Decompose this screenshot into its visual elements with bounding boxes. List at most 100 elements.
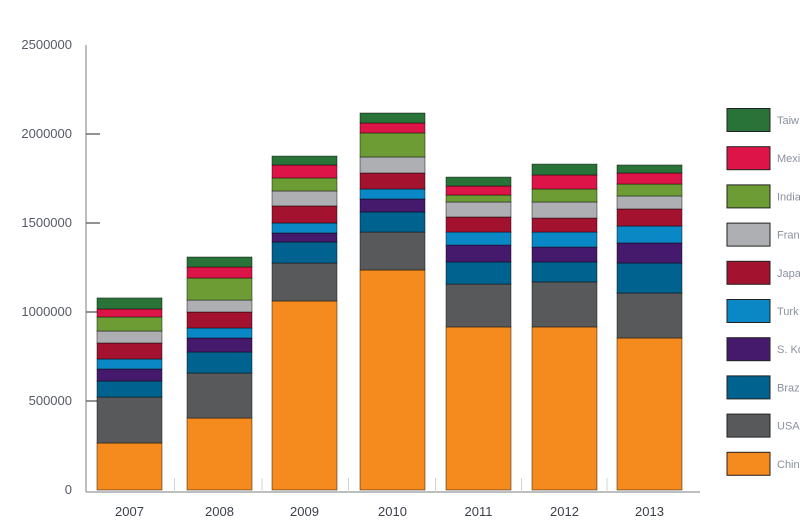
bar-segment-mexi-2013 [616, 172, 683, 185]
bar-segment-usa-2007 [96, 396, 163, 444]
bar-segment-braz-2012 [531, 261, 598, 283]
bar-segment-braz-2011 [445, 261, 512, 285]
bar-segment-s-ko-2013 [616, 242, 683, 264]
bar-stack-2007 [96, 297, 163, 491]
bar-segment-fran-2012 [531, 201, 598, 219]
bar-segment-braz-2009 [271, 241, 338, 264]
legend-label: India [777, 191, 800, 203]
y-tick-label: 1000000 [21, 304, 72, 319]
bar-segment-turk-2013 [616, 225, 683, 244]
legend-label: S. Ko [777, 344, 800, 356]
bar-segment-turk-2008 [186, 327, 253, 339]
bar-segment-turk-2010 [359, 188, 426, 200]
bar-segment-usa-2008 [186, 372, 253, 419]
bar-segment-s-ko-2012 [531, 246, 598, 263]
bar-segment-fran-2013 [616, 195, 683, 210]
bar-segment-taiw-2010 [359, 112, 426, 124]
bar-segment-s-ko-2007 [96, 368, 163, 382]
legend-label: Japa [777, 268, 800, 280]
bar-stack-2008 [186, 256, 253, 491]
bar-segment-japa-2007 [96, 342, 163, 360]
bar-segment-mexi-2008 [186, 266, 253, 279]
x-tick-label: 2008 [205, 504, 234, 519]
bar-segment-s-ko-2009 [271, 232, 338, 243]
bar-segment-india-2011 [445, 194, 512, 203]
bar-segment-japa-2009 [271, 205, 338, 224]
bar-segment-japa-2013 [616, 208, 683, 227]
x-tick-label: 2007 [115, 504, 144, 519]
legend-swatch [726, 260, 771, 285]
bar-segment-mexi-2009 [271, 164, 338, 179]
legend-label: USA [777, 421, 800, 433]
legend-label: Taiw [777, 115, 799, 127]
legend-swatch [726, 108, 771, 132]
legend-swatch [726, 299, 771, 323]
bar-segment-chin-2009 [271, 300, 338, 491]
x-tick-label: 2013 [635, 504, 664, 519]
bar-segment-japa-2012 [531, 217, 598, 233]
bar-stack-2009 [271, 155, 338, 491]
legend-swatch [726, 375, 771, 400]
legend-item: Turk [726, 299, 799, 323]
bar-segment-fran-2007 [96, 330, 163, 344]
legend: Taiw Mexi India Fran Japa Turk S. Ko Braz USA Chi… [726, 108, 800, 476]
bar-segment-india-2012 [531, 188, 598, 203]
bar-segment-chin-2008 [186, 417, 253, 491]
legend-item: USA [726, 413, 800, 438]
legend-item: Fran [726, 222, 800, 247]
bar-segment-chin-2007 [96, 442, 163, 491]
bar-segment-turk-2011 [445, 231, 512, 246]
bar-segment-usa-2009 [271, 262, 338, 302]
legend-swatch [726, 184, 771, 209]
bar-segment-usa-2012 [531, 281, 598, 328]
bar-segment-s-ko-2008 [186, 337, 253, 353]
x-tick-label: 2011 [465, 504, 493, 519]
bar-segment-braz-2007 [96, 380, 163, 398]
x-axis: 2007 2008 2009 2010 2011 2012 2013 [86, 478, 700, 519]
bar-stack-2012 [531, 163, 598, 491]
legend-swatch [726, 451, 771, 476]
bar-segment-mexi-2007 [96, 308, 163, 318]
bar-segment-braz-2010 [359, 211, 426, 233]
legend-item: Japa [726, 260, 800, 285]
bar-segment-s-ko-2011 [445, 244, 512, 263]
bar-segment-chin-2012 [531, 326, 598, 491]
bar-segment-chin-2011 [445, 326, 512, 491]
y-tick-label: 1500000 [21, 215, 72, 230]
bar-segment-japa-2011 [445, 216, 512, 233]
bar-stack-2011 [445, 176, 512, 491]
bar-segment-fran-2009 [271, 190, 338, 207]
bars [96, 112, 683, 491]
bar-segment-taiw-2007 [96, 297, 163, 310]
legend-item: India [726, 184, 800, 209]
bar-segment-fran-2011 [445, 201, 512, 218]
legend-item: Mexi [726, 146, 800, 171]
bar-segment-turk-2012 [531, 231, 598, 248]
y-tick-label: 0 [65, 482, 72, 497]
bar-segment-chin-2010 [359, 269, 426, 491]
bar-stack-2013 [616, 164, 683, 491]
y-tick-label: 500000 [29, 393, 72, 408]
bar-segment-braz-2013 [616, 262, 683, 294]
legend-item: S. Ko [726, 337, 800, 362]
legend-item: Braz [726, 375, 800, 400]
x-tick-label: 2012 [550, 504, 579, 519]
bar-segment-fran-2008 [186, 299, 253, 313]
legend-swatch [726, 146, 771, 171]
bar-segment-mexi-2010 [359, 122, 426, 134]
bar-segment-mexi-2011 [445, 185, 512, 196]
bar-segment-braz-2008 [186, 351, 253, 374]
y-tick-label: 2500000 [21, 37, 72, 52]
legend-item: Taiw [726, 108, 799, 132]
bar-segment-india-2009 [271, 177, 338, 192]
bar-segment-chin-2013 [616, 337, 683, 491]
legend-label: Mexi [777, 153, 800, 165]
legend-swatch [726, 413, 771, 438]
bar-segment-turk-2007 [96, 358, 163, 370]
legend-item: Chin [726, 451, 800, 476]
legend-label: Chin [777, 459, 800, 471]
y-tick-label: 2000000 [21, 126, 72, 141]
bar-segment-japa-2010 [359, 172, 426, 190]
y-axis: 0 500000 1000000 1500000 2000000 2500000 [21, 37, 100, 497]
